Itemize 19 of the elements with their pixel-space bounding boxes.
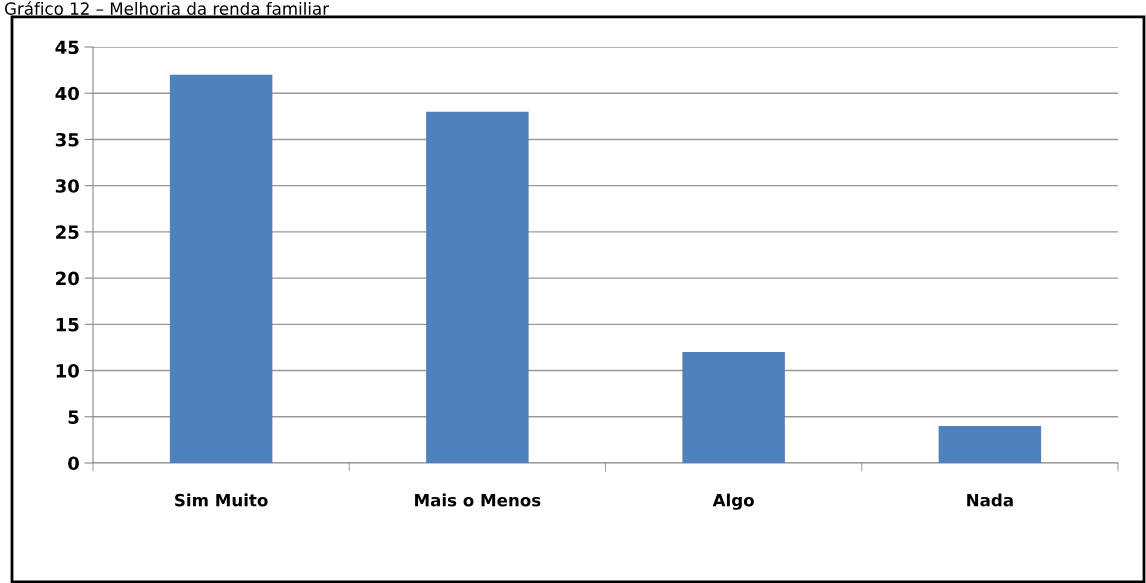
bar: [426, 111, 529, 463]
y-tick-label: 40: [55, 86, 79, 101]
x-tick-label: Nada: [967, 493, 1013, 507]
y-tick-label: 0: [68, 456, 79, 471]
bar: [938, 426, 1042, 463]
y-tick-label: 20: [56, 271, 79, 286]
y-tick-label: 5: [68, 410, 79, 424]
y-tick-label: 15: [56, 318, 79, 332]
bar: [682, 352, 785, 463]
bar: [169, 74, 273, 463]
x-tick-label: Sim Muito: [175, 493, 268, 507]
y-tick-label: 45: [55, 40, 79, 55]
x-tick-label: Algo: [712, 493, 754, 510]
y-tick-label: 10: [56, 364, 79, 378]
y-tick-label: 30: [55, 179, 79, 193]
chart-title: Gráfico 12 – Melhoria da renda familiar: [4, 1, 330, 15]
x-tick-label: Mais o Menos: [415, 493, 541, 507]
y-tick-label: 25: [56, 225, 79, 240]
y-tick-label: 35: [55, 132, 79, 147]
